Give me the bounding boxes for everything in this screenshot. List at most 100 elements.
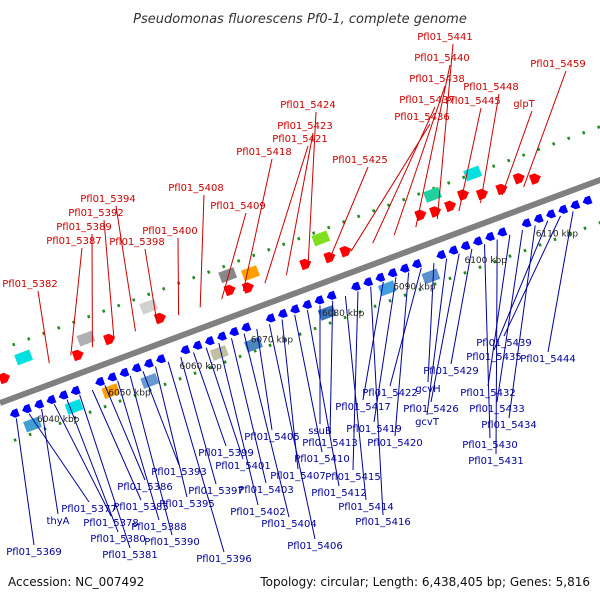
reverse-label-connector	[426, 258, 448, 416]
forward-gene-arrow	[71, 349, 84, 362]
reverse-label-connector	[344, 295, 367, 501]
reverse-label-connector	[508, 225, 536, 419]
reverse-label-connector	[243, 333, 290, 518]
forward-label-connector	[350, 123, 431, 252]
guide-tick-inner	[508, 254, 512, 258]
reverse-gene-label: Pfl01_5369	[6, 547, 62, 558]
guide-tick-outer	[312, 231, 316, 235]
reverse-gene-arrow	[290, 304, 300, 314]
forward-gene-arrow	[429, 206, 442, 218]
reverse-gene-arrow	[351, 281, 361, 291]
forward-gene-label: Pfl01_5448	[463, 82, 519, 93]
guide-tick-outer	[372, 208, 376, 213]
guide-tick-inner	[103, 404, 107, 409]
reverse-gene-label: Pfl01_5412	[311, 488, 367, 499]
forward-gene-label: Pfl01_5424	[280, 100, 336, 111]
forward-gene-label: glpT	[513, 99, 535, 110]
forward-gene-arrow	[339, 246, 352, 258]
reverse-gene-label: Pfl01_5388	[131, 522, 187, 533]
reverse-gene-arrow	[9, 408, 20, 418]
forward-gene-label: Pfl01_5398	[109, 237, 165, 248]
guide-tick-outer	[552, 142, 556, 146]
reverse-gene-arrow	[107, 372, 118, 382]
reverse-gene-label: Pfl01_5404	[261, 519, 317, 530]
forward-label-connector	[264, 145, 309, 284]
forward-label-connector	[415, 64, 451, 228]
forward-gene-arrow	[0, 372, 11, 385]
forward-gene-label: Pfl01_5436	[394, 112, 450, 123]
forward-gene-label: Pfl01_5389	[56, 222, 112, 233]
guide-tick-inner	[493, 259, 497, 264]
reverse-label-connector	[218, 342, 259, 506]
reverse-gene-arrow	[387, 268, 398, 278]
reverse-gene-arrow	[217, 331, 227, 341]
reverse-gene-label: Pfl01_5403	[238, 485, 294, 496]
guide-tick-outer	[192, 275, 196, 280]
reverse-gene-label: Pfl01_5395	[159, 499, 215, 510]
reverse-gene-label: Pfl01_5444	[520, 354, 576, 365]
reverse-label-connector	[427, 263, 435, 383]
reverse-label-connector	[352, 291, 359, 471]
reverse-gene-arrow	[302, 299, 313, 309]
forward-gene-arrow	[299, 258, 312, 271]
forward-gene-label: Pfl01_5400	[142, 226, 198, 237]
reverse-label-connector	[281, 319, 299, 470]
ruler-label: 6100 kbp	[464, 256, 507, 266]
reverse-gene-label: Pfl01_5401	[215, 461, 271, 472]
reverse-gene-arrow	[412, 259, 422, 269]
feature-box	[423, 186, 442, 203]
guide-tick-inner	[328, 321, 332, 325]
guide-tick-outer	[117, 303, 121, 308]
guide-tick-inner	[418, 287, 422, 292]
ruler-label: 6080 kbp	[322, 309, 365, 319]
reverse-label-connector	[91, 389, 142, 501]
reverse-gene-arrow	[278, 308, 288, 318]
guide-tick-inner	[193, 371, 197, 375]
guide-tick-outer	[567, 136, 571, 141]
guide-tick-outer	[582, 130, 586, 135]
reverse-label-connector	[389, 267, 422, 387]
guide-tick-inner	[448, 276, 452, 281]
reverse-label-connector	[450, 248, 473, 365]
forward-label-connector	[285, 132, 314, 276]
genome-backbone	[0, 176, 600, 406]
reverse-gene-label: Pfl01_5416	[355, 517, 411, 528]
reverse-label-connector	[495, 239, 498, 455]
feature-box	[76, 330, 96, 347]
reverse-gene-label: Pfl01_5417	[335, 402, 391, 413]
reverse-gene-label: Pfl01_5402	[230, 507, 286, 518]
guide-tick-outer	[297, 236, 301, 241]
reverse-gene-label: Pfl01_5406	[287, 541, 343, 552]
reverse-gene-arrow	[229, 326, 240, 337]
feature-box	[140, 373, 160, 389]
guide-tick-outer	[147, 292, 151, 297]
ruler-label: 6060 kbp	[179, 362, 222, 372]
forward-label-connector	[221, 212, 247, 300]
reverse-label-connector	[155, 366, 188, 498]
reverse-gene-label: Pfl01_5397	[188, 486, 244, 497]
reverse-gene-arrow	[460, 240, 471, 251]
reverse-gene-arrow	[156, 354, 166, 364]
reverse-label-connector	[362, 281, 384, 401]
forward-label-connector	[37, 290, 50, 364]
guide-tick-inner	[403, 293, 407, 297]
guide-tick-outer	[87, 314, 91, 319]
guide-tick-inner	[13, 438, 17, 442]
reverse-gene-label: Pfl01_5432	[460, 388, 516, 399]
forward-gene-arrow	[414, 209, 427, 222]
forward-gene-label: Pfl01_5408	[168, 183, 224, 194]
guide-tick-outer	[522, 153, 526, 157]
guide-tick-inner	[538, 243, 542, 247]
reverse-label-connector	[394, 272, 410, 437]
guide-tick-outer	[237, 259, 241, 263]
guide-tick-inner	[463, 271, 467, 275]
guide-tick-outer	[282, 242, 286, 247]
guide-tick-inner	[433, 282, 437, 286]
forward-label-connector	[307, 111, 317, 268]
guide-tick-inner	[373, 304, 377, 309]
forward-label-connector	[115, 205, 136, 332]
guide-tick-outer	[57, 326, 61, 330]
feature-box	[209, 345, 229, 361]
guide-tick-inner	[178, 376, 182, 381]
reverse-gene-label: Pfl01_5393	[151, 467, 207, 478]
